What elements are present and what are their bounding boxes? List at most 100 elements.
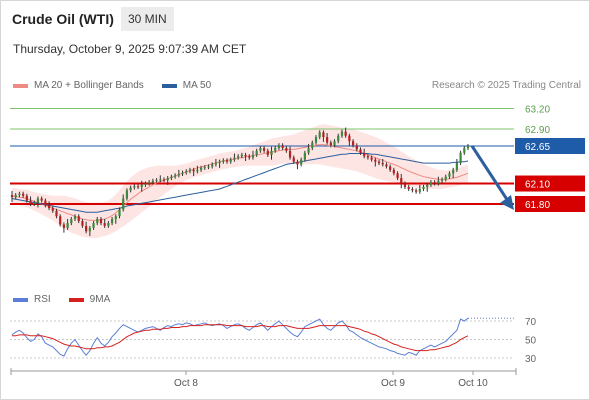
candle-body bbox=[292, 157, 295, 162]
candle-body bbox=[255, 150, 258, 155]
candle-body bbox=[44, 200, 47, 206]
candle-body bbox=[459, 152, 462, 164]
candle-body bbox=[211, 164, 214, 167]
candle-body bbox=[144, 183, 147, 185]
candle-body bbox=[385, 164, 388, 167]
candle-body bbox=[277, 145, 281, 149]
legend-item-ma20: MA 20 + Bollinger Bands bbox=[13, 80, 144, 91]
candle-body bbox=[274, 148, 277, 151]
candle-body bbox=[392, 169, 395, 174]
candle-body bbox=[103, 223, 106, 226]
top-legend: MA 20 + Bollinger Bands MA 50 bbox=[13, 80, 229, 91]
candle-body bbox=[92, 223, 95, 228]
ma50-line bbox=[11, 153, 469, 213]
candle-body bbox=[296, 161, 299, 165]
candle-body bbox=[422, 186, 425, 189]
projection-arrow-head bbox=[500, 195, 514, 210]
level-label-61-80: 61.80 bbox=[525, 200, 550, 211]
candle-body bbox=[40, 198, 43, 201]
candle-body bbox=[348, 135, 351, 142]
candle-body bbox=[70, 219, 73, 224]
candle-body bbox=[455, 163, 458, 170]
ma20-line bbox=[11, 144, 469, 221]
candle-body bbox=[233, 157, 236, 160]
candle-body bbox=[285, 148, 288, 151]
candle-body bbox=[370, 157, 373, 160]
candle-body bbox=[129, 187, 132, 191]
x-tick-label: Oct 8 bbox=[174, 378, 198, 389]
rsi-series-9ma bbox=[12, 324, 469, 352]
candle-body bbox=[55, 210, 58, 217]
candle-body bbox=[363, 152, 366, 157]
candle-body bbox=[340, 131, 344, 136]
candle-body bbox=[288, 150, 292, 158]
candle-body bbox=[403, 183, 407, 187]
candle-body bbox=[374, 159, 377, 162]
candle-body bbox=[185, 171, 188, 173]
candle-body bbox=[448, 173, 451, 177]
candle-body bbox=[96, 219, 99, 224]
candle-body bbox=[133, 186, 136, 188]
legend-item-ma50: MA 50 bbox=[161, 80, 211, 91]
candle-body bbox=[329, 142, 332, 146]
candle-body bbox=[248, 156, 251, 158]
projection-arrow-shaft bbox=[470, 145, 510, 202]
legend-item-9ma: 9MA bbox=[68, 294, 111, 305]
candle-body bbox=[177, 173, 180, 176]
candle-body bbox=[237, 156, 240, 158]
candle-body bbox=[437, 180, 440, 184]
candle-body bbox=[266, 150, 269, 155]
candle-body bbox=[170, 176, 173, 179]
bottom-legend: RSI 9MA bbox=[13, 294, 128, 305]
candle-body bbox=[174, 175, 177, 177]
candle-body bbox=[303, 152, 306, 160]
candle-body bbox=[107, 223, 110, 226]
candle-body bbox=[444, 176, 447, 180]
candle-body bbox=[251, 154, 255, 158]
candle-body bbox=[214, 163, 218, 165]
legend-label-rsi: RSI bbox=[34, 294, 51, 305]
candle-body bbox=[77, 216, 80, 222]
candle-body bbox=[418, 188, 421, 192]
candle-body bbox=[259, 148, 262, 151]
level-tag-62-10 bbox=[515, 175, 585, 192]
candle-body bbox=[262, 148, 266, 151]
legend-item-rsi: RSI bbox=[13, 294, 51, 305]
candle-body bbox=[400, 178, 403, 184]
candle-body bbox=[199, 167, 203, 170]
candle-body bbox=[311, 142, 314, 149]
candle-body bbox=[88, 227, 91, 232]
candle-body bbox=[196, 169, 199, 172]
candle-body bbox=[440, 179, 444, 181]
rsi-series-rsi bbox=[11, 317, 469, 357]
legend-swatch-rsi bbox=[13, 297, 28, 302]
candle-body bbox=[407, 186, 410, 189]
candle-body bbox=[114, 216, 117, 220]
candle-body bbox=[162, 179, 166, 181]
x-tick-label: Oct 9 bbox=[381, 378, 405, 389]
candle-body bbox=[240, 154, 243, 157]
candle-body bbox=[25, 195, 28, 201]
legend-label-9ma: 9MA bbox=[89, 294, 111, 305]
candle-body bbox=[244, 154, 247, 157]
candle-body bbox=[344, 131, 347, 136]
candle-body bbox=[337, 135, 340, 142]
candle-body bbox=[411, 188, 414, 191]
candle-body bbox=[381, 163, 384, 165]
rsi-tick-70: 70 bbox=[525, 317, 537, 328]
candle-body bbox=[36, 198, 40, 203]
timeframe-badge[interactable]: 30 MIN bbox=[121, 7, 174, 31]
candle-body bbox=[159, 179, 162, 181]
candle-body bbox=[318, 132, 321, 138]
candle-body bbox=[452, 169, 455, 174]
candle-body bbox=[414, 190, 418, 192]
candle-body bbox=[62, 224, 66, 228]
legend-swatch-ma20 bbox=[13, 83, 28, 88]
candle-body bbox=[466, 146, 470, 149]
candle-body bbox=[377, 161, 381, 164]
candle-body bbox=[203, 167, 206, 169]
candle-body bbox=[140, 184, 143, 187]
candle-body bbox=[351, 141, 355, 146]
candle-body bbox=[22, 193, 25, 196]
